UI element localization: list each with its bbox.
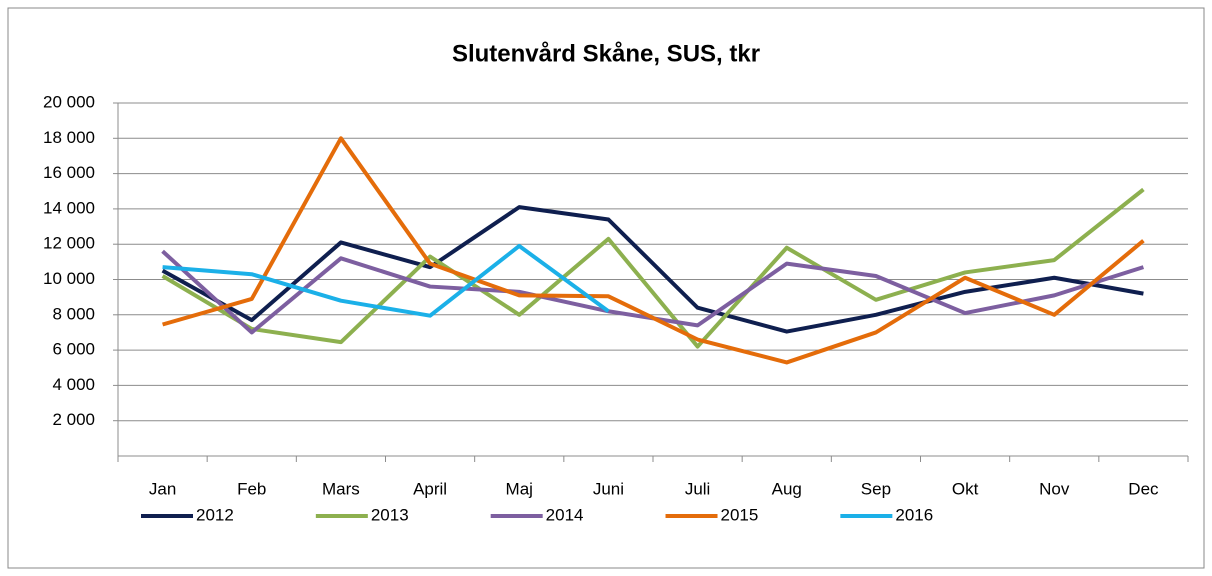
chart-frame xyxy=(7,7,1205,569)
y-tick-label: 2 000 xyxy=(52,410,95,429)
x-tick-label: Sep xyxy=(861,479,891,498)
x-tick-label: Mars xyxy=(322,479,360,498)
series-line xyxy=(161,187,1145,349)
x-tick-label: Feb xyxy=(237,479,266,498)
x-tick-label: Juni xyxy=(593,479,624,498)
chart-title: Slutenvård Skåne, SUS, tkr xyxy=(452,40,760,67)
y-tick-label: 16 000 xyxy=(43,163,95,182)
legend-label: 2016 xyxy=(895,505,933,524)
x-tick-label: Juli xyxy=(685,479,711,498)
y-tick-label: 12 000 xyxy=(43,234,95,253)
legend-label: 2015 xyxy=(721,505,759,524)
y-tick-label: 10 000 xyxy=(43,269,95,288)
series-line xyxy=(162,243,610,318)
y-tick-label: 20 000 xyxy=(43,92,95,111)
legend-label: 2014 xyxy=(546,505,584,524)
x-tick-label: April xyxy=(413,479,447,498)
x-tick-label: Nov xyxy=(1039,479,1070,498)
x-tick-label: Maj xyxy=(506,479,533,498)
series-line xyxy=(162,136,1145,365)
legend-label: 2013 xyxy=(371,505,409,524)
y-tick-label: 8 000 xyxy=(52,304,95,323)
y-tick-label: 18 000 xyxy=(43,128,95,147)
legend-label: 2012 xyxy=(196,505,234,524)
x-tick-label: Jan xyxy=(149,479,176,498)
y-tick-label: 14 000 xyxy=(43,198,95,217)
x-tick-label: Okt xyxy=(952,479,979,498)
y-tick-label: 6 000 xyxy=(52,340,95,359)
x-tick-label: Dec xyxy=(1128,479,1159,498)
x-tick-label: Aug xyxy=(772,479,802,498)
series-line xyxy=(161,205,1144,334)
y-tick-label: 4 000 xyxy=(52,375,95,394)
